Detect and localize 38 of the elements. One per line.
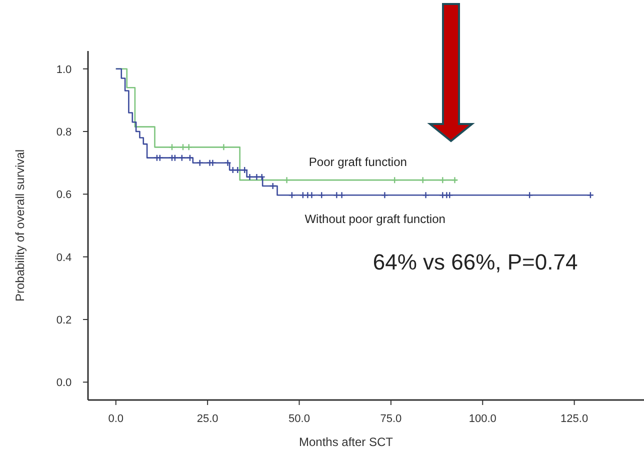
point [284,177,290,184]
point [308,192,315,198]
series-label: Poor graft function [308,155,407,170]
point [186,144,192,150]
y-tick-label: 0.8 [56,126,72,139]
point [254,174,260,180]
point [210,160,216,166]
point [168,144,175,150]
y-axis-title: Probability of overall survival [13,149,27,302]
point [186,154,193,161]
annotation: 64% vs 66%, P=0.74 [372,249,578,274]
point [220,144,227,150]
point [224,160,231,166]
y-tick-label: 1.0 [56,64,72,76]
x-tick-label: 50.0 [288,413,310,425]
point [196,160,203,166]
y-tick-label: 0.0 [56,377,72,390]
x-axis-title: Months after SCT [298,435,394,449]
x-tick-label: 100.0 [468,413,496,425]
y-tick-label: 0.6 [56,189,72,202]
point [420,177,426,184]
point [382,192,388,198]
point [334,192,340,198]
point [180,144,186,150]
point [440,177,446,184]
x-tick-label: 125.0 [560,413,588,425]
point [178,154,185,161]
y-tick-label: 0.4 [56,252,72,264]
x-tick-label: 75.0 [380,413,402,425]
point [452,177,458,184]
series-label: Without poor graft function [304,212,446,226]
y-tick-label: 0.2 [56,314,72,326]
point [258,174,265,180]
x-tick-label: 25.0 [196,413,218,425]
point [338,192,345,198]
point [270,183,276,190]
point [422,192,429,198]
x-tick-label: 0.0 [108,413,124,425]
